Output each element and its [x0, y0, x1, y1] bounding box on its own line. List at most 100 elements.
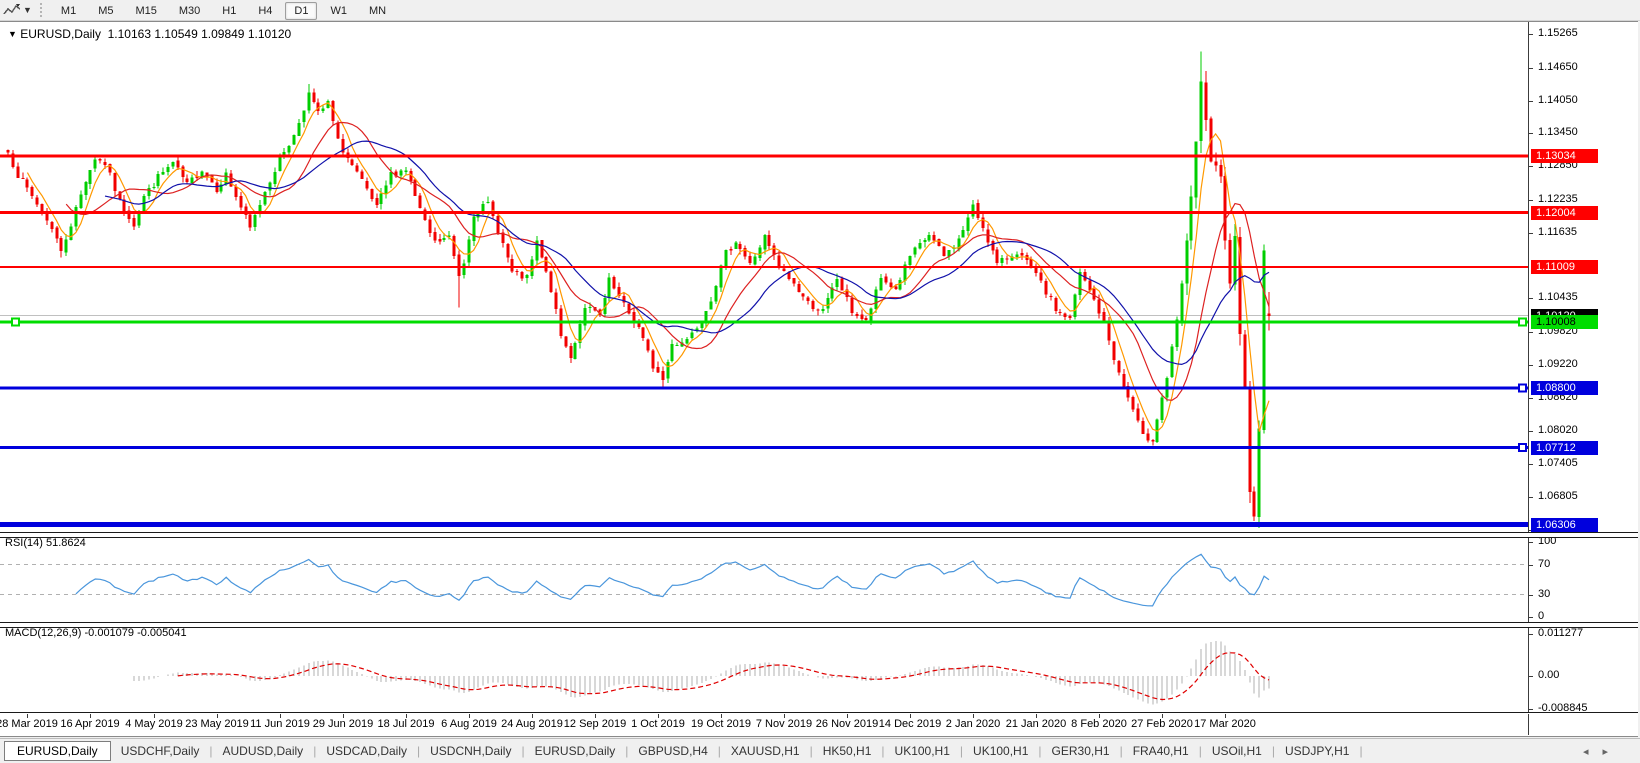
price-tick-label: 1.11635: [1538, 225, 1577, 238]
timeframe-button-h1[interactable]: H1: [222, 5, 237, 17]
date-axis: 28 Mar 2019 16 Apr 2019 4 May 2019 23 May 2…: [0, 714, 1528, 735]
tab-scroll-arrows: ◂▸: [1583, 745, 1622, 758]
chart-tab-fra40-h1[interactable]: FRA40,H1: [1132, 744, 1189, 758]
tab-separator: |: [1359, 744, 1363, 758]
chart-tab-hk50-h1[interactable]: HK50,H1: [822, 744, 872, 758]
chart-tab-gbpusd-h4[interactable]: GBPUSD,H4: [638, 744, 708, 758]
line-handle-icon[interactable]: [11, 317, 20, 327]
timeframe-button-m15[interactable]: M15: [135, 5, 157, 17]
price-tick-dash: [1529, 464, 1533, 466]
tab-separator: |: [717, 744, 721, 758]
timeframe-button-group: M1 M5 M15 M30 H1 H4 D1 W1 MN: [50, 1, 397, 20]
chart-tab-audusd-daily[interactable]: AUDUSD,Daily: [222, 744, 304, 758]
chart-tab-xauusd-h1[interactable]: XAUUSD,H1: [730, 744, 800, 758]
toolbar-grip[interactable]: [39, 3, 42, 17]
tab-separator: |: [209, 744, 213, 758]
price-tick-dash: [1529, 298, 1533, 300]
tab-separator: |: [313, 744, 317, 758]
date-label: 27 Feb 2020: [1131, 718, 1193, 730]
date-label: 18 Jul 2019: [377, 718, 435, 730]
scroll-left-icon[interactable]: ◂: [1582, 745, 1603, 758]
rsi-tick-label: 0: [1538, 610, 1545, 622]
panel-divider[interactable]: [0, 622, 1638, 628]
chart-window[interactable]: ▼ EURUSD,Daily 1.10163 1.10549 1.09849 1…: [0, 21, 1638, 737]
tab-separator: |: [1119, 744, 1123, 758]
panel-divider[interactable]: [0, 532, 1638, 538]
moving-average-13[interactable]: [65, 121, 1270, 401]
rsi-tick-dash: [1529, 594, 1533, 596]
date-tick: [910, 714, 911, 718]
price-chart-plot[interactable]: [0, 23, 1528, 532]
chart-tab-uk100-h1[interactable]: UK100,H1: [894, 744, 950, 758]
date-tick: [280, 714, 281, 718]
line-chart-icon[interactable]: [3, 3, 21, 17]
price-tick-label: 1.06805: [1538, 490, 1578, 503]
chart-tab-usdcad-daily[interactable]: USDCAD,Daily: [326, 744, 407, 758]
scroll-right-icon[interactable]: ▸: [1602, 745, 1622, 758]
macd-histogram: [133, 641, 1270, 705]
chevron-down-icon[interactable]: ▼: [23, 5, 32, 15]
price-tick-label: 1.10435: [1538, 291, 1578, 304]
timeframe-button-m5[interactable]: M5: [98, 5, 114, 17]
date-label: 4 May 2019: [125, 718, 183, 730]
chart-title-caret-icon: ▼: [8, 29, 17, 39]
price-tick-dash: [1529, 364, 1533, 366]
chart-tab-ger30-h1[interactable]: GER30,H1: [1051, 744, 1110, 758]
date-label: 23 May 2019: [185, 718, 249, 730]
timeframe-button-m30[interactable]: M30: [178, 5, 201, 17]
macd-tick-dash: [1529, 676, 1533, 677]
date-label: 11 Jun 2019: [250, 718, 310, 730]
chart-tab-eurusd-daily[interactable]: EURUSD,Daily: [4, 741, 111, 761]
price-tick-label: 1.14050: [1538, 93, 1578, 106]
chart-tab-eurusd-daily[interactable]: EURUSD,Daily: [534, 744, 616, 758]
macd-tick-label: 0.00: [1538, 669, 1560, 681]
tab-separator: |: [625, 744, 629, 758]
timeframe-button-d1[interactable]: D1: [285, 2, 318, 20]
price-tick-dash: [1529, 100, 1533, 102]
price-line-badge: 1.07712: [1531, 440, 1598, 455]
price-tick-dash: [1529, 497, 1533, 499]
date-label: 14 Dec 2019: [878, 718, 942, 730]
chart-tab-usdchf-daily[interactable]: USDCHF,Daily: [120, 744, 200, 758]
line-handle-icon[interactable]: [1518, 317, 1527, 327]
macd-tick-dash: [1529, 634, 1533, 636]
timeframe-button-m1[interactable]: M1: [60, 5, 77, 17]
rsi-tick-dash: [1529, 564, 1533, 566]
price-tick-label: 1.07405: [1538, 457, 1578, 470]
chart-symbol-period: EURUSD,Daily: [20, 27, 101, 41]
price-line-badge: 1.13034: [1531, 149, 1598, 164]
rsi-tick-label: 30: [1538, 587, 1551, 600]
chart-tab-usdcnh-daily[interactable]: USDCNH,Daily: [430, 744, 512, 758]
chart-tab-usoil-h1[interactable]: USOil,H1: [1211, 744, 1262, 758]
line-handle-icon[interactable]: [1518, 383, 1527, 393]
moving-average-21[interactable]: [104, 140, 1270, 366]
date-tick: [217, 714, 218, 718]
moving-average-5[interactable]: [26, 102, 1270, 432]
tab-separator: |: [959, 744, 964, 758]
price-tick-label: 1.12235: [1538, 192, 1578, 205]
panel-divider: [0, 712, 1638, 714]
price-tick-label: 1.09220: [1538, 357, 1578, 370]
rsi-header: RSI(14) 51.8624: [5, 537, 86, 549]
rsi-tick-dash: [1529, 542, 1533, 543]
date-tick: [469, 714, 470, 718]
rsi-plot[interactable]: [0, 536, 1528, 622]
date-tick: [973, 714, 974, 718]
timeframe-button-h4[interactable]: H4: [258, 5, 273, 17]
date-tick: [721, 714, 722, 718]
date-tick: [595, 714, 596, 718]
macd-value-signal: -0.005041: [137, 627, 187, 639]
macd-tick-dash: [1529, 708, 1533, 710]
line-handle-icon[interactable]: [1518, 443, 1527, 453]
macd-tick-label: 0.011277: [1538, 627, 1584, 640]
macd-label: MACD(12,26,9): [5, 627, 82, 639]
date-label: 7 Nov 2019: [755, 718, 813, 730]
chart-tab-uk100-h1[interactable]: UK100,H1: [973, 744, 1029, 758]
price-tick-dash: [1529, 34, 1533, 35]
macd-plot[interactable]: [0, 626, 1528, 712]
price-tick-label: 1.08020: [1538, 423, 1578, 436]
chart-tab-usdjpy-h1[interactable]: USDJPY,H1: [1284, 744, 1350, 758]
timeframe-button-mn[interactable]: MN: [368, 5, 387, 17]
timeframe-button-w1[interactable]: W1: [330, 5, 347, 17]
tab-separator: |: [417, 744, 421, 758]
